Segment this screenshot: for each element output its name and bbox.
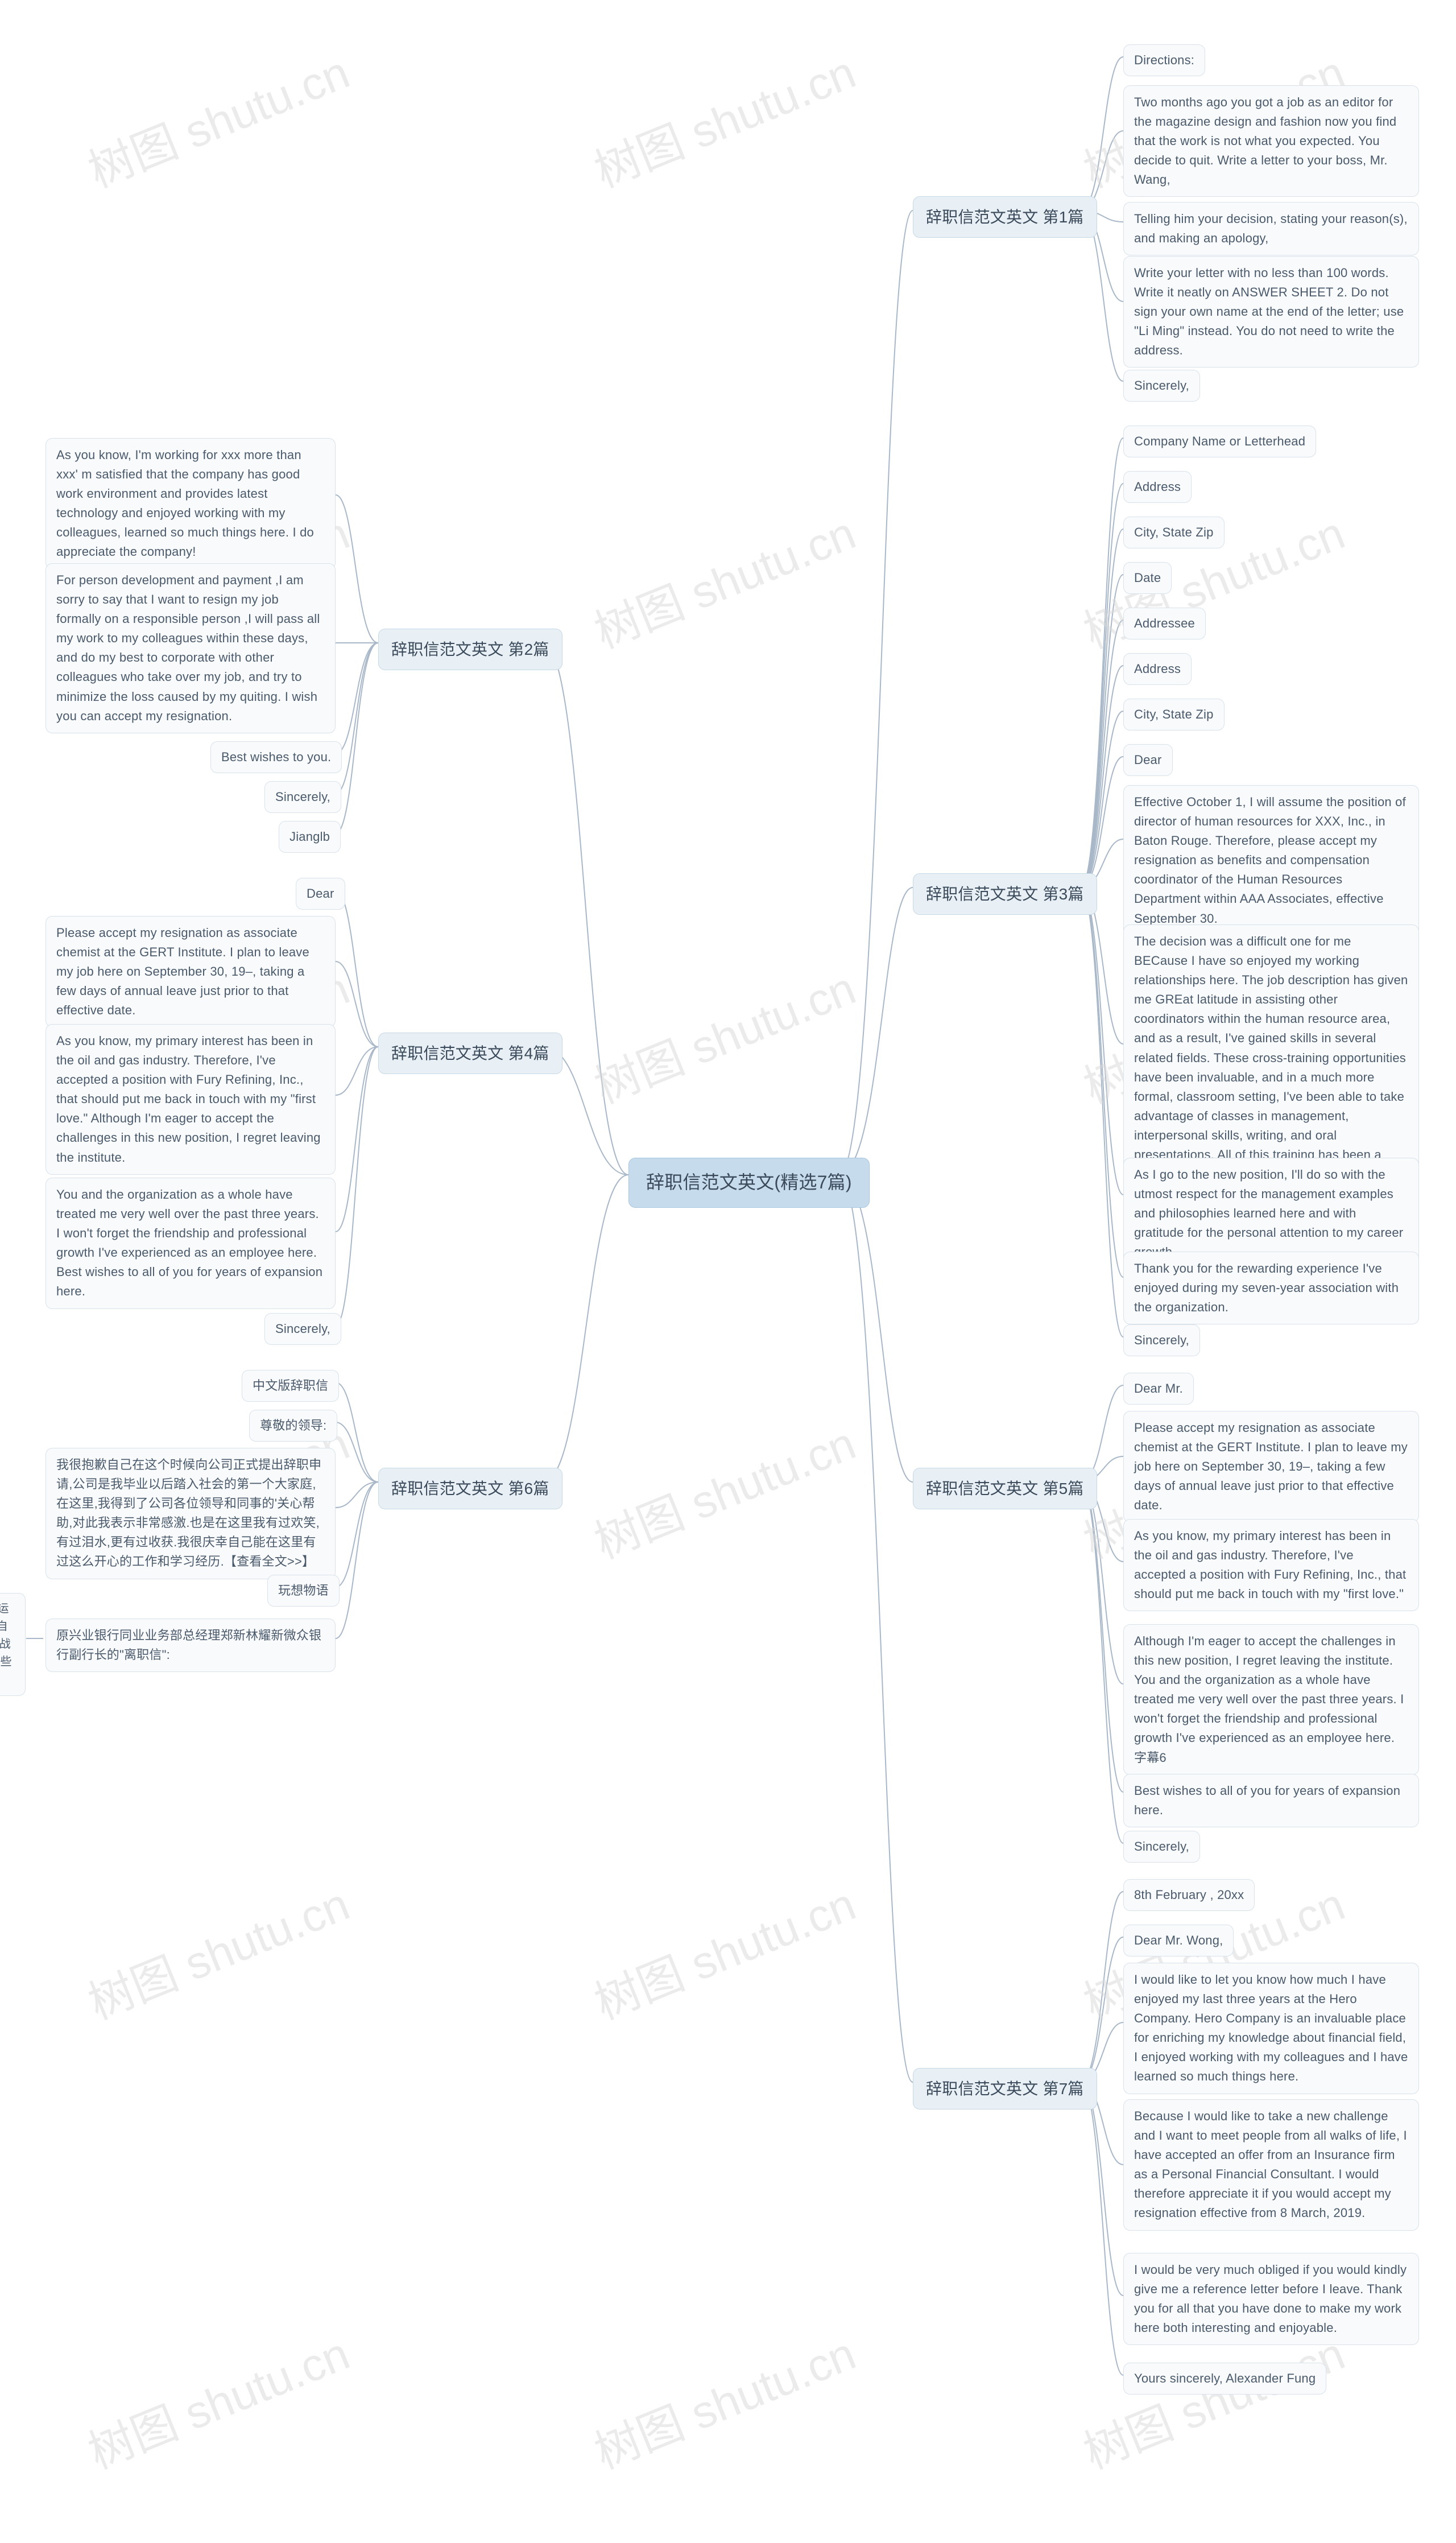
leaf-b3-3: Date xyxy=(1123,562,1172,594)
leaf-b1-1: Two months ago you got a job as an edito… xyxy=(1123,85,1419,197)
leaf-b2-1: For person development and payment ,I am… xyxy=(46,563,336,733)
leaf-b6-0: 中文版辞职信 xyxy=(242,1370,339,1402)
leaf-b3-1: Address xyxy=(1123,471,1192,503)
leaf-b5-0: Dear Mr. xyxy=(1123,1373,1194,1405)
leaf-b2-4: Jianglb xyxy=(279,821,341,853)
leaf-b6-2: 我很抱歉自己在这个时候向公司正式提出辞职申请,公司是我毕业以后踏入社会的第一个大… xyxy=(46,1448,336,1579)
leaf-b6-1: 尊敬的领导: xyxy=(249,1410,337,1442)
branch-3: 辞职信范文英文 第3篇 xyxy=(913,873,1097,915)
leaf-b2-2: Best wishes to you. xyxy=(210,741,342,773)
branch-5: 辞职信范文英文 第5篇 xyxy=(913,1468,1097,1509)
leaf-b5-1: Please accept my resignation as associat… xyxy=(1123,1411,1419,1522)
leaf-b4-3: You and the organization as a whole have… xyxy=(46,1178,336,1309)
leaf-b5-3: Although I'm eager to accept the challen… xyxy=(1123,1624,1419,1775)
branch-1: 辞职信范文英文 第1篇 xyxy=(913,196,1097,238)
leaf-b3-11: Thank you for the rewarding experience I… xyxy=(1123,1252,1419,1324)
leaf-b3-2: City, State Zip xyxy=(1123,517,1225,548)
leaf-b6-4a: 2006年5月,很突然的一纸调令,我从兴业银行营运中心副总经理调任为同业业务部总… xyxy=(0,1593,26,1696)
leaf-b6-4: 原兴业银行同业业务部总经理郑新林耀新微众银行副行长的"离职信": xyxy=(46,1619,336,1672)
leaf-b6-3: 玩想物语 xyxy=(267,1575,340,1607)
leaf-b1-4: Sincerely, xyxy=(1123,370,1200,402)
leaf-b5-2: As you know, my primary interest has bee… xyxy=(1123,1519,1419,1611)
leaf-b7-0: 8th February , 20xx xyxy=(1123,1879,1255,1911)
branch-2: 辞职信范文英文 第2篇 xyxy=(378,629,562,670)
branch-7: 辞职信范文英文 第7篇 xyxy=(913,2068,1097,2109)
leaf-b4-4: Sincerely, xyxy=(264,1313,341,1345)
branch-6: 辞职信范文英文 第6篇 xyxy=(378,1468,562,1509)
leaf-b4-0: Dear xyxy=(296,878,345,910)
leaf-b1-3: Write your letter with no less than 100 … xyxy=(1123,256,1419,368)
leaf-b5-4: Best wishes to all of you for years of e… xyxy=(1123,1774,1419,1827)
leaf-b3-12: Sincerely, xyxy=(1123,1324,1200,1356)
leaf-b7-4: I would be very much obliged if you woul… xyxy=(1123,2253,1419,2345)
leaf-b5-5: Sincerely, xyxy=(1123,1831,1200,1863)
leaf-b2-3: Sincerely, xyxy=(264,781,341,813)
leaf-b7-5: Yours sincerely, Alexander Fung xyxy=(1123,2363,1326,2395)
leaf-b7-2: I would like to let you know how much I … xyxy=(1123,1963,1419,2094)
leaf-b3-7: Dear xyxy=(1123,744,1173,776)
center-node: 辞职信范文英文(精选7篇) xyxy=(628,1158,870,1208)
leaf-b1-0: Directions: xyxy=(1123,44,1205,76)
branch-4: 辞职信范文英文 第4篇 xyxy=(378,1033,562,1074)
leaf-b3-4: Addressee xyxy=(1123,608,1206,639)
leaf-b3-6: City, State Zip xyxy=(1123,699,1225,730)
leaf-b3-8: Effective October 1, I will assume the p… xyxy=(1123,785,1419,936)
leaf-b1-2: Telling him your decision, stating your … xyxy=(1123,202,1419,255)
leaf-b7-3: Because I would like to take a new chall… xyxy=(1123,2099,1419,2231)
leaf-b2-0: As you know, I'm working for xxx more th… xyxy=(46,438,336,569)
leaf-b4-2: As you know, my primary interest has bee… xyxy=(46,1024,336,1175)
leaf-b3-0: Company Name or Letterhead xyxy=(1123,426,1316,457)
leaf-b7-1: Dear Mr. Wong, xyxy=(1123,1925,1234,1956)
leaf-b4-1: Please accept my resignation as associat… xyxy=(46,916,336,1027)
leaf-b3-5: Address xyxy=(1123,653,1192,685)
